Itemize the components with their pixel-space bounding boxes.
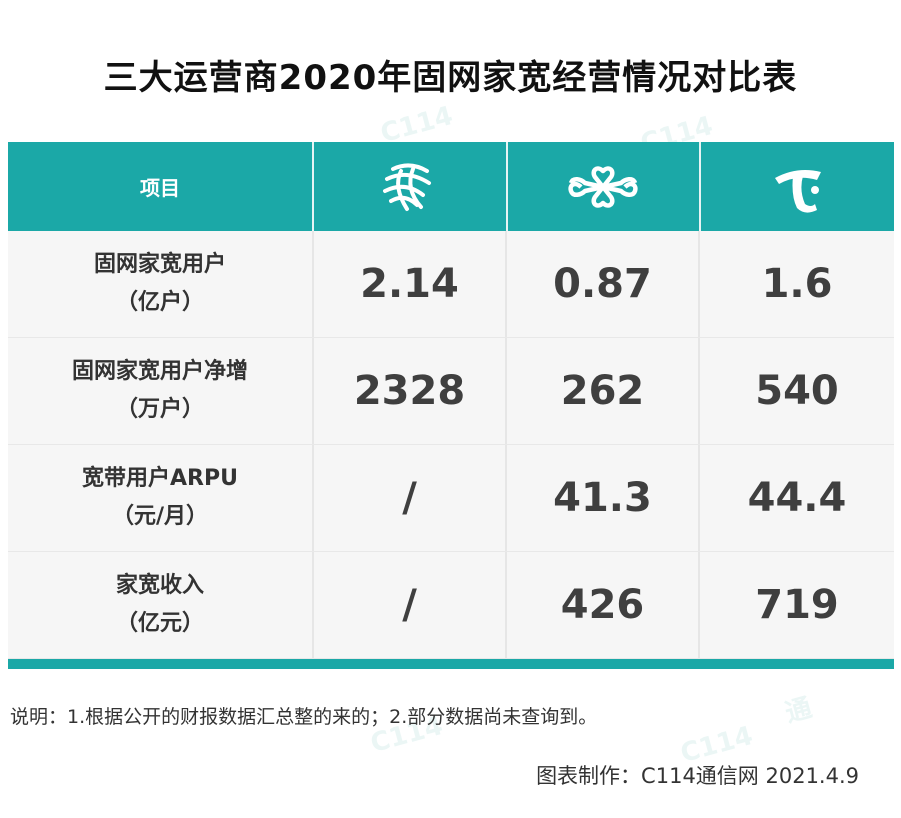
table-header-row: 项目	[8, 142, 894, 231]
row-label-cell: 宽带用户ARPU （元/月）	[8, 445, 314, 551]
header-carrier-mobile	[314, 142, 508, 231]
value-cell-mobile: /	[314, 445, 507, 551]
row-label: 家宽收入 （亿元）	[116, 567, 204, 643]
row-label-line1: 固网家宽用户	[93, 252, 226, 277]
row-label-line2: （亿户）	[115, 290, 204, 315]
value-unicom: 41.3	[553, 475, 652, 521]
value-mobile: /	[402, 475, 417, 521]
value-cell-telecom: 1.6	[700, 231, 894, 337]
table-row: 宽带用户ARPU （元/月） / 41.3 44.4	[8, 445, 894, 552]
china-telecom-logo-icon	[774, 169, 821, 213]
value-cell-unicom: 0.87	[507, 231, 700, 337]
row-label: 固网家宽用户净增 （万户）	[72, 353, 248, 429]
header-carrier-unicom	[508, 142, 702, 231]
row-label-cell: 固网家宽用户 （亿户）	[8, 231, 314, 337]
row-label-line2: （亿元）	[115, 611, 204, 636]
value-telecom: 540	[755, 368, 839, 414]
value-unicom: 0.87	[553, 261, 652, 307]
header-item-cell: 项目	[8, 142, 314, 231]
value-unicom: 426	[560, 582, 645, 628]
row-label-line1: 家宽收入	[115, 573, 204, 598]
header-carrier-telecom	[701, 142, 894, 231]
row-label-line1: 固网家宽用户净增	[71, 359, 248, 384]
row-label: 宽带用户ARPU （元/月）	[82, 460, 238, 536]
value-telecom: 719	[755, 582, 839, 628]
value-cell-unicom: 262	[507, 338, 700, 444]
table-row: 固网家宽用户净增 （万户） 2328 262 540	[8, 338, 894, 445]
value-mobile: /	[402, 582, 417, 628]
row-label-line2: （元/月）	[111, 504, 209, 529]
row-label-cell: 家宽收入 （亿元）	[8, 552, 314, 658]
value-cell-telecom: 540	[700, 338, 894, 444]
row-label-line2: （万户）	[115, 397, 204, 422]
value-cell-mobile: /	[314, 552, 507, 658]
page-title: 三大运营商2020年固网家宽经营情况对比表	[103, 58, 798, 98]
table-body: 固网家宽用户 （亿户） 2.14 0.87 1.6 固网家宽用户净增 （万户） …	[8, 231, 894, 659]
comparison-table: 项目	[8, 142, 894, 669]
value-telecom: 44.4	[747, 475, 847, 521]
value-mobile: 2328	[353, 368, 466, 414]
table-row: 固网家宽用户 （亿户） 2.14 0.87 1.6	[8, 231, 894, 338]
row-label-line1: 宽带用户ARPU	[82, 466, 238, 491]
table-row: 家宽收入 （亿元） / 426 719	[8, 552, 894, 659]
table-note: 说明：1.根据公开的财报数据汇总整的来的；2.部分数据尚未查询到。	[10, 706, 598, 728]
value-cell-mobile: 2.14	[314, 231, 507, 337]
table-footer-bar	[8, 659, 894, 669]
value-cell-mobile: 2328	[314, 338, 507, 444]
value-cell-telecom: 719	[700, 552, 894, 658]
value-cell-telecom: 44.4	[700, 445, 894, 551]
header-item-label: 项目	[139, 176, 180, 200]
chart-credit: 图表制作：C114通信网 2021.4.9	[536, 764, 859, 788]
value-cell-unicom: 41.3	[507, 445, 700, 551]
row-label-cell: 固网家宽用户净增 （万户）	[8, 338, 314, 444]
watermark-tong: 通	[782, 693, 816, 729]
row-label: 固网家宽用户 （亿户）	[94, 246, 226, 322]
value-cell-unicom: 426	[507, 552, 700, 658]
china-unicom-logo-icon	[568, 165, 639, 208]
value-unicom: 262	[560, 368, 645, 414]
value-mobile: 2.14	[360, 261, 459, 307]
china-mobile-logo-icon	[382, 163, 431, 211]
value-telecom: 1.6	[761, 261, 833, 307]
